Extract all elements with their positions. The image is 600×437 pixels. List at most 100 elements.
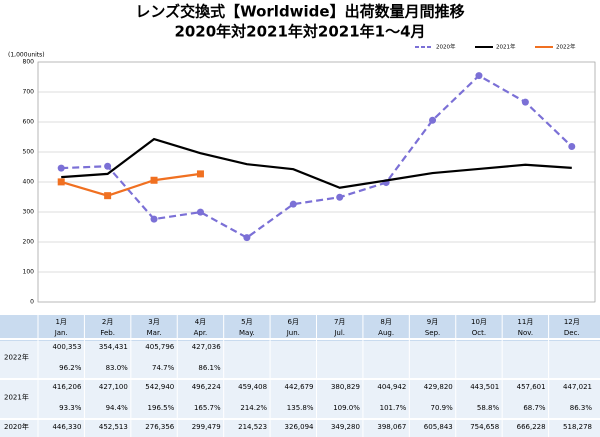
month-label-en: Sep. — [425, 329, 440, 337]
point — [196, 170, 204, 178]
table-value: 429,820 — [424, 383, 453, 391]
y-tick-label: 200 — [23, 239, 35, 246]
table-ratio: 74.7% — [152, 364, 175, 372]
month-label: 1月 — [55, 318, 66, 326]
table-value: 299,479 — [192, 423, 221, 431]
table-value: 416,206 — [52, 383, 81, 391]
chart-title: レンズ交換式【Worldwide】出荷数量月間推移 — [135, 3, 464, 21]
table-value: 518,278 — [563, 423, 592, 431]
point — [568, 143, 576, 151]
month-label-en: Aug. — [378, 329, 394, 337]
point — [243, 234, 251, 242]
legend-label: 2020年 — [436, 43, 456, 51]
table-value: 354,431 — [99, 343, 128, 351]
month-label-en: Feb. — [100, 329, 115, 337]
table-ratio: 83.0% — [106, 364, 129, 372]
table-ratio: 70.9% — [431, 404, 454, 412]
month-label: 5月 — [241, 318, 252, 326]
month-label: 7月 — [334, 318, 345, 326]
table-ratio: 101.7% — [380, 404, 407, 412]
point — [57, 164, 65, 172]
month-label: 4月 — [195, 318, 206, 326]
y-tick-label: 300 — [23, 209, 35, 216]
month-label: 10月 — [471, 318, 487, 326]
table-value: 276,356 — [145, 423, 174, 431]
table-value: 666,228 — [517, 423, 546, 431]
legend-label: 2021年 — [496, 43, 516, 51]
series-line — [61, 74, 573, 239]
point — [104, 162, 112, 170]
point — [429, 116, 437, 124]
table-ratio: 214.2% — [240, 404, 267, 412]
point — [521, 98, 529, 106]
table-value: 446,330 — [52, 423, 81, 431]
table-ratio: 96.2% — [59, 364, 82, 372]
month-label: 9月 — [427, 318, 438, 326]
month-label: 2月 — [102, 318, 113, 326]
y-tick-label: 400 — [23, 179, 35, 186]
y-tick-label: 700 — [23, 89, 35, 96]
month-label-en: May. — [239, 329, 255, 337]
point — [336, 193, 344, 201]
chart-subtitle: 2020年対2021年対2021年1～4月 — [174, 23, 425, 41]
table-value: 214,523 — [238, 423, 267, 431]
table-ratio: 94.4% — [106, 404, 129, 412]
month-label: 6月 — [288, 318, 299, 326]
month-label-en: Nov. — [518, 329, 533, 337]
y-tick-label: 0 — [30, 299, 34, 306]
row-label: 2021年 — [4, 393, 29, 402]
month-label: 8月 — [380, 318, 391, 326]
point — [57, 178, 65, 186]
month-label-en: Jan. — [54, 329, 68, 337]
month-label: 3月 — [148, 318, 159, 326]
row-label: 2020年 — [4, 422, 29, 431]
month-label-en: Jul. — [333, 329, 345, 337]
y-tick-label: 500 — [23, 149, 35, 156]
table-value: 457,601 — [517, 383, 546, 391]
table-ratio: 58.8% — [477, 404, 500, 412]
table-body — [0, 341, 600, 437]
point — [289, 200, 297, 208]
table-ratio: 135.8% — [287, 404, 314, 412]
table-value: 542,940 — [145, 383, 174, 391]
point — [150, 215, 158, 223]
table-value: 405,796 — [145, 343, 174, 351]
month-label-en: Oct. — [472, 329, 486, 337]
table-value: 447,021 — [563, 383, 592, 391]
table-value: 443,501 — [470, 383, 499, 391]
y-tick-label: 800 — [23, 59, 35, 66]
y-tick-label: 600 — [23, 119, 35, 126]
y-axis-label: (1,000units) — [8, 52, 45, 59]
point — [150, 176, 158, 184]
table-ratio: 86.1% — [198, 364, 221, 372]
series-line — [61, 137, 572, 189]
point — [475, 72, 483, 80]
table-value: 496,224 — [192, 383, 221, 391]
table-ratio: 109.0% — [333, 404, 360, 412]
table-value: 427,100 — [99, 383, 128, 391]
month-label-en: Dec. — [564, 329, 580, 337]
table-header — [0, 315, 600, 341]
row-label: 2022年 — [4, 353, 29, 362]
month-label-en: Jun. — [286, 329, 300, 337]
table-ratio: 93.3% — [59, 404, 82, 412]
table-value: 442,679 — [285, 383, 314, 391]
table-value: 380,829 — [331, 383, 360, 391]
month-label-en: Mar. — [147, 329, 162, 337]
table-value: 404,942 — [377, 383, 406, 391]
table-ratio: 196.5% — [148, 404, 175, 412]
table-value: 452,513 — [99, 423, 128, 431]
month-label: 11月 — [517, 318, 533, 326]
month-label-en: Apr. — [194, 329, 208, 337]
table-value: 398,067 — [377, 423, 406, 431]
table-ratio: 68.7% — [523, 404, 546, 412]
point — [104, 192, 112, 200]
point — [196, 208, 204, 216]
table-value: 605,843 — [424, 423, 453, 431]
table-value: 400,353 — [52, 343, 81, 351]
series-line — [60, 172, 201, 197]
table-value: 427,036 — [192, 343, 221, 351]
y-tick-label: 100 — [23, 269, 35, 276]
legend-label: 2022年 — [556, 43, 576, 51]
